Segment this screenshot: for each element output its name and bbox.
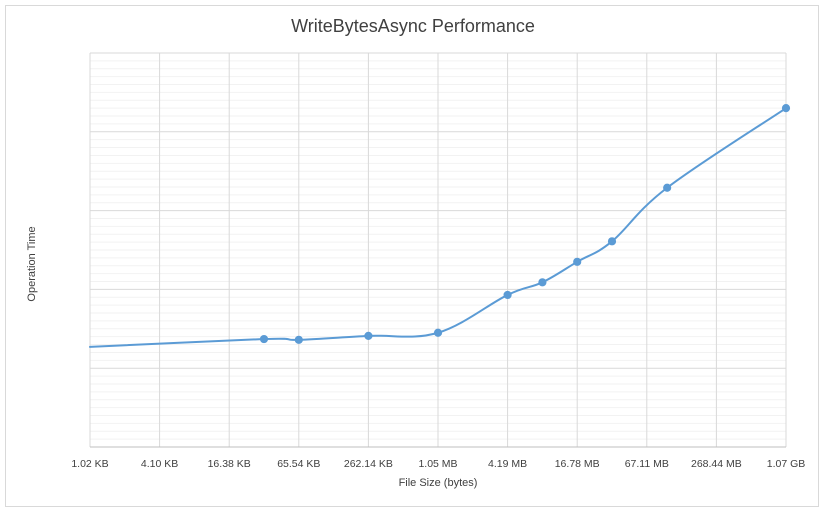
data-point <box>781 104 791 113</box>
chart-title: WriteBytesAsync Performance <box>291 16 535 36</box>
x-tick-label: 16.78 MB <box>555 458 600 470</box>
x-tick-label: 1.02 KB <box>71 458 108 470</box>
x-tick-label: 262.14 KB <box>344 458 393 470</box>
data-point <box>538 278 547 287</box>
x-tick-label: 1.05 MB <box>418 458 457 470</box>
data-point <box>663 183 672 192</box>
x-tick-label: 1.07 GB <box>767 458 806 470</box>
x-tick-label: 4.10 KB <box>141 458 178 470</box>
x-tick-label: 16.38 KB <box>208 458 251 470</box>
x-tick-label: 65.54 KB <box>277 458 320 470</box>
x-tick-label: 67.11 MB <box>625 458 669 470</box>
x-tick-label: 4.19 MB <box>488 458 527 470</box>
data-point <box>294 335 303 344</box>
x-axis-label: File Size (bytes) <box>398 477 478 489</box>
x-tick-label: 268.44 MB <box>691 458 742 470</box>
data-point <box>433 328 443 337</box>
series-line <box>89 107 787 348</box>
data-point <box>364 331 373 340</box>
data-point <box>607 237 617 246</box>
data-point <box>503 290 512 300</box>
data-point <box>259 334 269 344</box>
data-point <box>573 257 582 266</box>
